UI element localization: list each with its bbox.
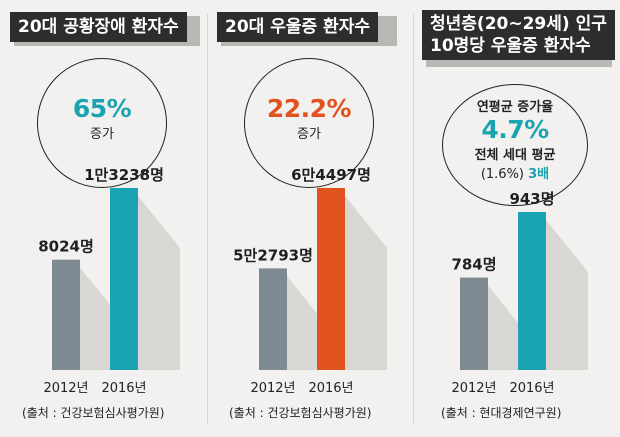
category-label: 2016년 (509, 381, 554, 396)
panel-title-line2: 10명당 우울증 환자수 (430, 36, 591, 56)
bar-2016년 (317, 188, 345, 370)
growth-percent: 65% (72, 94, 132, 123)
panel-title-line1: 청년층(20~29세) 인구 (430, 14, 607, 34)
source-note: (출처 : 건강보험심사평가원) (22, 406, 165, 420)
bar-chart: 8024명 2012년 1만3238명 2016년 (38, 166, 180, 396)
depression-panel: 20대 우울증 환자수 22.2% 증가 5만2793명 2012년 6만4497명… (207, 0, 413, 437)
bar-value-label: 784명 (451, 256, 496, 274)
bar-2012년 (259, 268, 287, 370)
bar-shadow (345, 196, 387, 370)
multiple-accent: 3배 (528, 167, 550, 182)
category-label: 2012년 (250, 381, 295, 396)
panel-title-text: 20대 공황장애 환자수 (18, 17, 179, 37)
panel-title: 20대 공황장애 환자수 (10, 12, 187, 42)
bar-chart: 784명 2012년 943명 2016년 (451, 190, 588, 396)
bar-2012년 (52, 259, 80, 370)
panel-title: 청년층(20~29세) 인구 10명당 우울증 환자수 (422, 10, 615, 60)
circle-line-multiple: (1.6%) 3배 (443, 167, 587, 183)
bar-2016년 (518, 212, 546, 370)
circle-line-annual: 연평균 증가율 (476, 100, 554, 115)
growth-circle: 65% 증가 (37, 58, 167, 188)
category-label: 2016년 (308, 381, 353, 396)
bar-2012년 (460, 277, 488, 370)
bar-value-label: 6만4497명 (291, 166, 371, 184)
multiple-prefix: (1.6%) (480, 167, 529, 182)
bar-value-label: 8024명 (38, 238, 94, 256)
source-note: (출처 : 건강보험심사평가원) (229, 406, 372, 420)
panel-title-text: 20대 우울증 환자수 (225, 17, 370, 37)
category-label: 2012년 (43, 381, 88, 396)
bar-value-label: 5만2793명 (233, 246, 313, 264)
bar-shadow (546, 220, 588, 370)
bar-chart: 5만2793명 2012년 6만4497명 2016년 (233, 166, 387, 396)
bar-shadow (138, 196, 180, 370)
growth-circle: 연평균 증가율 4.7% 전체 세대 평균 (1.6%) 3배 (442, 84, 588, 206)
youth-depression-rate-panel: 청년층(20~29세) 인구 10명당 우울증 환자수 연평균 증가율 4.7%… (413, 0, 620, 437)
category-label: 2016년 (101, 381, 146, 396)
growth-percent: 22.2% (266, 94, 352, 123)
divider (413, 14, 414, 424)
bar-value-label: 1만3238명 (84, 166, 164, 184)
growth-circle: 22.2% 증가 (244, 58, 374, 188)
panel-title: 20대 우울증 환자수 (217, 12, 378, 42)
circle-line-average: 전체 세대 평균 (474, 148, 556, 163)
source-note: (출처 : 현대경제연구원) (441, 406, 562, 420)
category-label: 2012년 (451, 381, 496, 396)
bar-value-label: 943명 (509, 190, 554, 208)
growth-label: 증가 (297, 127, 321, 142)
bar-2016년 (110, 188, 138, 370)
panic-disorder-panel: 20대 공황장애 환자수 65% 증가 8024명 2012년 1만3238명 201… (0, 0, 207, 437)
growth-percent: 4.7% (481, 115, 549, 144)
growth-label: 증가 (90, 127, 114, 142)
divider (207, 14, 208, 424)
